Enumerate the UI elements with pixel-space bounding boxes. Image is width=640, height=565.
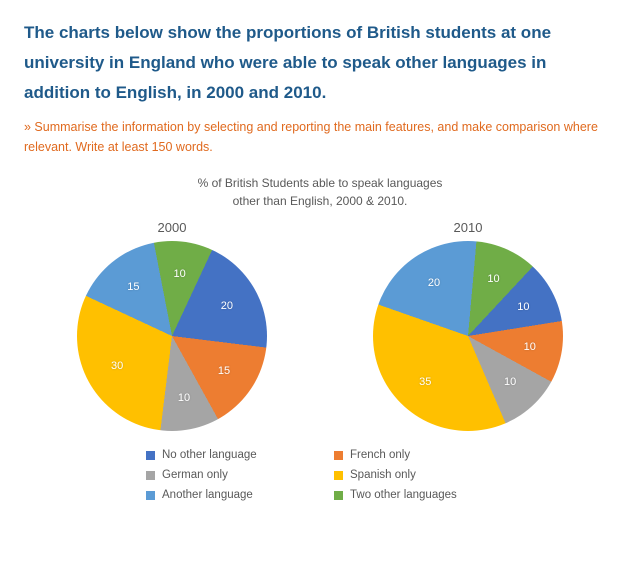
- slice-value-spanish: 35: [419, 376, 431, 388]
- legend-label: Spanish only: [350, 469, 416, 481]
- pie-wrap-2010: 2010101010352010: [373, 220, 563, 431]
- pie-year-label: 2000: [158, 220, 187, 235]
- chart-title-line-1: % of British Students able to speak lang…: [198, 176, 443, 190]
- legend-item-another: Another language: [146, 489, 306, 501]
- legend: No other language French only German only S…: [24, 449, 616, 501]
- chart-title: % of British Students able to speak lang…: [24, 175, 616, 210]
- legend-label: French only: [350, 449, 410, 461]
- legend-swatch-another: [146, 491, 155, 500]
- pie-chart-2010: 10 10 10 35 20 10: [373, 241, 563, 431]
- slice-value-no_other: 10: [517, 301, 529, 313]
- slice-value-french: 15: [218, 365, 230, 377]
- pie-wrap-2000: 2000 20 15 10 30 15 10: [77, 220, 267, 431]
- legend-swatch-no_other: [146, 451, 155, 460]
- slice-value-german: 10: [178, 392, 190, 404]
- legend-swatch-french: [334, 451, 343, 460]
- slice-value-no_other: 20: [221, 300, 233, 312]
- legend-label: No other language: [162, 449, 257, 461]
- slice-value-two_other: 10: [487, 273, 499, 285]
- slice-value-two_other: 10: [174, 268, 186, 280]
- legend-item-no_other: No other language: [146, 449, 306, 461]
- slice-value-another: 20: [428, 277, 440, 289]
- pie-chart-2000: 20 15 10 30 15 10: [77, 241, 267, 431]
- slice-value-german: 10: [504, 376, 516, 388]
- legend-label: German only: [162, 469, 228, 481]
- legend-label: Two other languages: [350, 489, 457, 501]
- pie-year-label: 2010: [454, 220, 483, 235]
- task-instruction: » Summarise the information by selecting…: [24, 117, 616, 157]
- legend-swatch-german: [146, 471, 155, 480]
- slice-value-another: 15: [127, 281, 139, 293]
- slice-value-spanish: 30: [111, 360, 123, 372]
- charts-row: 20002015103015102010101010352010: [24, 220, 616, 431]
- legend-swatch-two_other: [334, 491, 343, 500]
- legend-label: Another language: [162, 489, 253, 501]
- legend-item-french: French only: [334, 449, 494, 461]
- legend-item-spanish: Spanish only: [334, 469, 494, 481]
- legend-swatch-spanish: [334, 471, 343, 480]
- legend-item-two_other: Two other languages: [334, 489, 494, 501]
- legend-item-german: German only: [146, 469, 306, 481]
- intro-title: The charts below show the proportions of…: [24, 18, 616, 107]
- slice-value-french: 10: [524, 341, 536, 353]
- chart-title-line-2: other than English, 2000 & 2010.: [233, 194, 408, 208]
